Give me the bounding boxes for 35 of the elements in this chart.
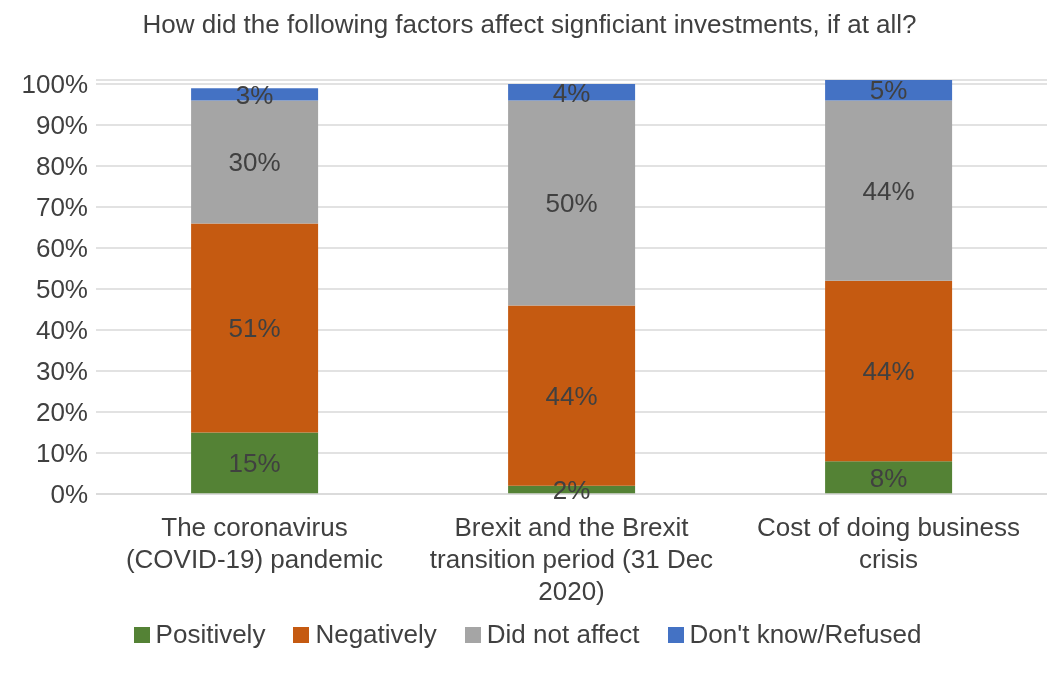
data-label: 30%	[228, 147, 281, 178]
data-label: 44%	[545, 380, 598, 411]
bar	[508, 100, 636, 306]
data-label: 44%	[862, 175, 915, 206]
data-label: 5%	[869, 75, 908, 106]
y-tick-label: 70%	[35, 192, 88, 223]
y-tick-label: 10%	[35, 438, 88, 469]
legend-label: Negatively	[314, 619, 437, 650]
data-label: 44%	[862, 356, 915, 387]
data-label: 50%	[545, 188, 598, 219]
y-tick-label: 60%	[35, 233, 88, 264]
y-tick-label: 50%	[35, 274, 88, 305]
x-tick-label: The coronavirus (COVID-19) pandemic	[125, 512, 384, 574]
bar	[191, 223, 319, 433]
bar	[825, 100, 953, 281]
x-tick-label: Cost of doing business crisis	[756, 512, 1021, 574]
data-label: 8%	[869, 462, 908, 493]
data-label: 51%	[228, 313, 281, 344]
y-tick-label: 40%	[35, 315, 88, 346]
legend-label: Did not affect	[485, 619, 640, 650]
chart-title: How did the following factors affect signficiant investments, if at all?	[141, 8, 918, 40]
y-tick-label: 80%	[35, 151, 88, 182]
y-tick-label: 100%	[21, 69, 88, 100]
legend-label: Positively	[154, 619, 266, 650]
data-label: 2%	[552, 475, 591, 506]
y-tick-label: 30%	[35, 356, 88, 387]
y-tick-label: 0%	[50, 479, 88, 510]
y-tick-label: 90%	[35, 110, 88, 141]
bar	[191, 432, 319, 494]
x-tick-label: Brexit and the Brexit transition period (31 Dec 2020)	[429, 512, 714, 606]
legend-label: Don't know/Refused	[688, 619, 922, 650]
data-label: 15%	[228, 448, 281, 479]
data-label: 4%	[552, 77, 591, 108]
y-tick-label: 20%	[35, 397, 88, 428]
bar	[825, 280, 953, 462]
